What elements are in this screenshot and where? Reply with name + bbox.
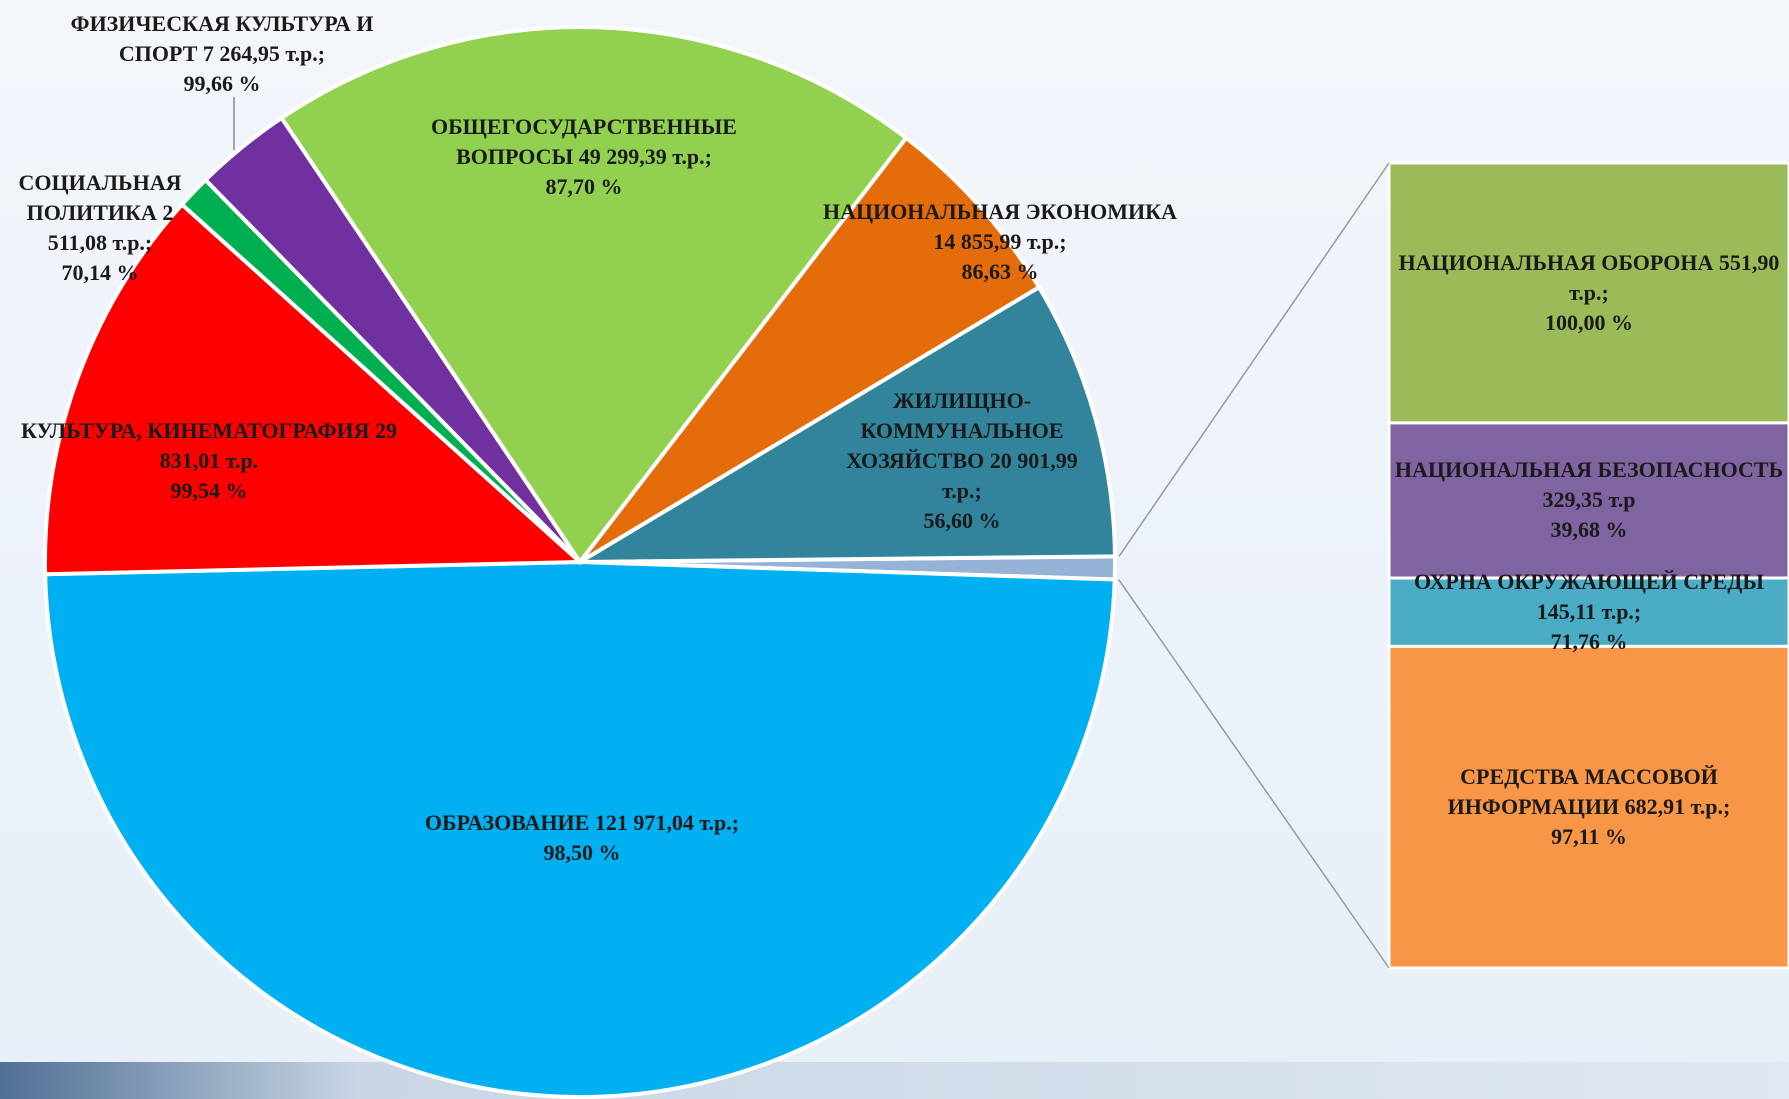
pie-slice — [43, 201, 586, 577]
label-percent: 99,66 % — [183, 71, 261, 96]
label-percent: 97,11 % — [1551, 824, 1627, 850]
label-name: СОЦИАЛЬНАЯ ПОЛИТИКА — [18, 170, 182, 225]
label-value: 329,35 т.р — [1542, 487, 1636, 513]
label-name: КУЛЬТУРА, КИНЕМАТОГРАФИЯ — [21, 418, 370, 443]
connector-line — [1118, 162, 1390, 557]
label-name: СРЕДСТВА МАССОВОЙ ИНФОРМАЦИИ — [1447, 764, 1718, 820]
label-value: 682,91 т.р.; — [1624, 794, 1731, 820]
label-name: ФИЗИЧЕСКАЯ КУЛЬТУРА И СПОРТ — [70, 11, 374, 66]
label-name: ОХРНА ОКРУЖАЮЩЕЙ СРЕДЫ — [1414, 569, 1764, 595]
label-percent: 98,50 % — [543, 840, 621, 865]
label-value: 551,90 т.р.; — [1569, 249, 1780, 305]
pie-slice — [572, 284, 1117, 565]
label-value: 49 299,39 т.р.; — [578, 144, 712, 169]
label-value: 121 971,04 т.р.; — [594, 810, 740, 835]
label-percent: 56,60 % — [923, 508, 1001, 533]
data-label: ОБЩЕГОСУДАРСТВЕННЫЕ ВОПРОСЫ 49 299,39 т.… — [394, 112, 774, 202]
data-label: ЖИЛИЩНО-КОММУНАЛЬНОЕ ХОЗЯЙСТВО 20 901,99… — [832, 386, 1092, 536]
data-label: ОХРНА ОКРУЖАЮЩЕЙ СРЕДЫ 145,11 т.р.; 71,76… — [1394, 567, 1784, 657]
label-name: ЖИЛИЩНО-КОММУНАЛЬНОЕ ХОЗЯЙСТВО — [846, 388, 1064, 473]
footer-strip — [0, 1062, 1789, 1099]
label-value: 2 511,08 т.р.; — [47, 200, 174, 255]
label-percent: 70,14 % — [61, 260, 139, 285]
label-value: 7 264,95 т.р.; — [202, 41, 326, 66]
bar-segment — [1387, 421, 1789, 580]
bar-segment — [1387, 161, 1789, 425]
label-name: ОБЩЕГОСУДАРСТВЕННЫЕ ВОПРОСЫ — [431, 114, 737, 169]
pie-slice — [578, 135, 1042, 564]
pie-slice — [43, 559, 1117, 1099]
pie-slice — [278, 25, 909, 566]
data-label: СОЦИАЛЬНАЯ ПОЛИТИКА 2 511,08 т.р.; 70,14 … — [0, 168, 200, 288]
label-percent: 39,68 % — [1550, 517, 1628, 543]
label-name: НАЦИОНАЛЬНАЯ ЭКОНОМИКА — [822, 199, 1178, 224]
connector-line — [1118, 579, 1390, 969]
label-name: ОБРАЗОВАНИЕ — [424, 810, 590, 835]
data-label: ФИЗИЧЕСКАЯ КУЛЬТУРА И СПОРТ 7 264,95 т.р… — [32, 9, 412, 99]
label-name: НАЦИОНАЛЬНАЯ ОБОРОНА — [1398, 249, 1714, 275]
label-name: НАЦИОНАЛЬНАЯ БЕЗОПАСНОСТЬ — [1394, 457, 1784, 483]
data-label: НАЦИОНАЛЬНАЯ ОБОРОНА 551,90 т.р.; 100,00 … — [1394, 248, 1784, 338]
label-percent: 86,63 % — [961, 259, 1039, 284]
label-percent: 100,00 % — [1545, 309, 1633, 335]
label-value: 14 855,99 т.р.; — [933, 229, 1067, 254]
bar-segment — [1387, 644, 1789, 970]
data-label: СРЕДСТВА МАССОВОЙ ИНФОРМАЦИИ 682,91 т.р.… — [1394, 762, 1784, 852]
label-percent: 71,76 % — [1550, 629, 1628, 655]
label-percent: 87,70 % — [545, 174, 623, 199]
label-value: 20 901,99 т.р.; — [942, 448, 1078, 503]
data-label: КУЛЬТУРА, КИНЕМАТОГРАФИЯ 29 831,01 т.р. 9… — [0, 416, 419, 506]
data-label: НАЦИОНАЛЬНАЯ БЕЗОПАСНОСТЬ 329,35 т.р 39,6… — [1394, 455, 1784, 545]
label-value: 29 831,01 т.р. — [159, 418, 397, 473]
data-label: НАЦИОНАЛЬНАЯ ЭКОНОМИКА 14 855,99 т.р.; 86… — [810, 197, 1190, 287]
label-percent: 99,54 % — [170, 478, 248, 503]
label-value: 145,11 т.р.; — [1536, 599, 1642, 625]
data-label: ОБРАЗОВАНИЕ 121 971,04 т.р.; 98,50 % — [322, 808, 842, 868]
